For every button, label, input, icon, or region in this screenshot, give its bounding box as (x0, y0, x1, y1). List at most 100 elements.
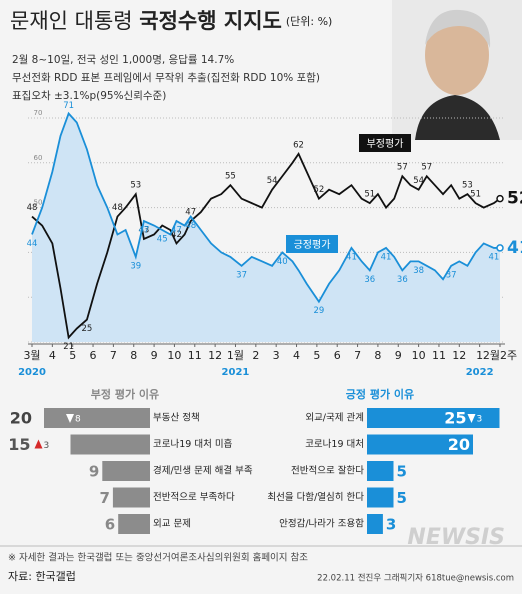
data-label: 44 (27, 239, 38, 249)
category-label: 코로나19 대처 미흡 (153, 438, 233, 450)
category-label: 최선을 다함/열심히 한다 (267, 492, 364, 503)
bar (367, 487, 394, 508)
year-label: 2022 (466, 367, 494, 378)
data-label: 42 (171, 230, 182, 240)
data-label: 41 (381, 252, 392, 262)
data-label: 45 (157, 235, 168, 245)
data-label: 48 (27, 203, 38, 213)
x-tick-label: 6 (334, 349, 341, 362)
title: 문재인 대통령 국정수행 지지도 (단위: %) (10, 9, 332, 33)
data-label: 39 (130, 261, 141, 271)
value-label: 25 (444, 409, 466, 428)
portrait (392, 0, 522, 140)
data-label: 54 (413, 176, 424, 186)
data-label: 53 (130, 181, 141, 191)
value-label: 6 (105, 516, 115, 534)
data-label: 41 (488, 252, 499, 262)
data-label: 51 (470, 190, 481, 200)
value-label: 5 (397, 489, 407, 507)
category-label: 경제/민생 문제 해결 부족 (153, 465, 253, 477)
data-label: 25 (82, 324, 93, 334)
year-label: 2020 (18, 367, 46, 378)
x-tick-label: 4 (49, 349, 56, 362)
bar-chart-title: 긍정 평가 이유 (346, 387, 414, 401)
x-tick-label: 6 (90, 349, 97, 362)
value-label: 9 (89, 463, 99, 481)
bar (44, 408, 150, 428)
legend-box (359, 134, 411, 152)
line-chart: 2030405060703월4567891011121월234567891011… (18, 101, 522, 378)
x-tick-label: 7 (110, 349, 117, 362)
category-label: 전반적으로 잘한다 (291, 465, 364, 477)
change-arrow (34, 439, 43, 449)
credit: 22.02.11 전진우 그래픽기자 618tue@newsis.com (317, 573, 514, 584)
bar (70, 434, 150, 455)
category-label: 안정감/나라가 조용함 (279, 518, 364, 530)
data-label: 41 (346, 252, 357, 262)
last-point (496, 244, 504, 252)
bar (112, 487, 150, 508)
y-tick-label: 60 (34, 154, 43, 162)
title-bold: 국정수행 지지도 (139, 9, 282, 33)
value-label: 7 (99, 489, 109, 507)
bar (367, 514, 383, 534)
category-label: 외교 문제 (153, 518, 191, 530)
x-tick-label: 11 (188, 349, 202, 362)
x-tick-label: 5 (313, 349, 320, 362)
x-tick-label: 4 (293, 349, 300, 362)
data-label: 36 (397, 275, 408, 285)
unit: (단위: %) (286, 15, 332, 28)
y-tick-label: 50 (34, 199, 43, 207)
value-label: 5 (397, 463, 407, 481)
data-label: 47 (185, 208, 196, 218)
category-label: 외교/국제 관계 (305, 412, 364, 424)
x-tick-label: 5 (69, 349, 76, 362)
year-label: 2021 (222, 367, 250, 378)
legend-label: 긍정평가 (294, 239, 331, 251)
data-label: 29 (313, 306, 324, 316)
x-tick-label: 1월 (227, 349, 244, 362)
x-tick-label: 8 (374, 349, 381, 362)
value-label: 3 (386, 516, 396, 534)
data-label: 40 (277, 257, 288, 267)
x-tick-label: 11 (432, 349, 446, 362)
x-tick-label: 2 (252, 349, 259, 362)
data-label: 51 (364, 190, 375, 200)
value-label: 15 (8, 435, 30, 454)
data-label: 37 (446, 270, 457, 280)
x-tick-label: 7 (354, 349, 361, 362)
watermark: NEWSIS (407, 525, 505, 550)
change-label: 3 (44, 441, 50, 451)
bar (367, 434, 473, 455)
subtitle: 표집오차 ±3.1%p(95%신뢰수준) (12, 90, 166, 102)
x-tick-label: 10 (412, 349, 426, 362)
value-label: 20 (10, 409, 32, 428)
x-tick-label: 12 (452, 349, 466, 362)
subtitle: 2월 8~10일, 전국 성인 1,000명, 응답률 14.7% (12, 53, 234, 66)
category-label: 전반적으로 부족하다 (153, 491, 235, 503)
data-label: 37 (236, 270, 247, 280)
data-label: 48 (112, 203, 123, 213)
positive-area (32, 113, 500, 343)
bar (367, 408, 500, 428)
series-line (31, 152, 501, 340)
last-label: 52 (507, 189, 522, 209)
x-tick-label: 9 (151, 349, 158, 362)
x-tick-label: 12 (208, 349, 222, 362)
data-label: 55 (225, 172, 236, 182)
change-label: 8 (75, 415, 81, 425)
change-label: 3 (477, 415, 483, 425)
x-tick-label: 9 (395, 349, 402, 362)
title-main: 문재인 대통령 (10, 9, 139, 33)
bar (102, 461, 150, 481)
legend-label: 부정평가 (367, 138, 404, 150)
series-line (31, 111, 500, 304)
data-label: 47 (171, 226, 182, 236)
data-label: 54 (267, 176, 278, 186)
data-label: 53 (462, 181, 473, 191)
bar (118, 514, 150, 534)
data-label: 48 (185, 221, 196, 231)
legend-box (286, 235, 338, 253)
